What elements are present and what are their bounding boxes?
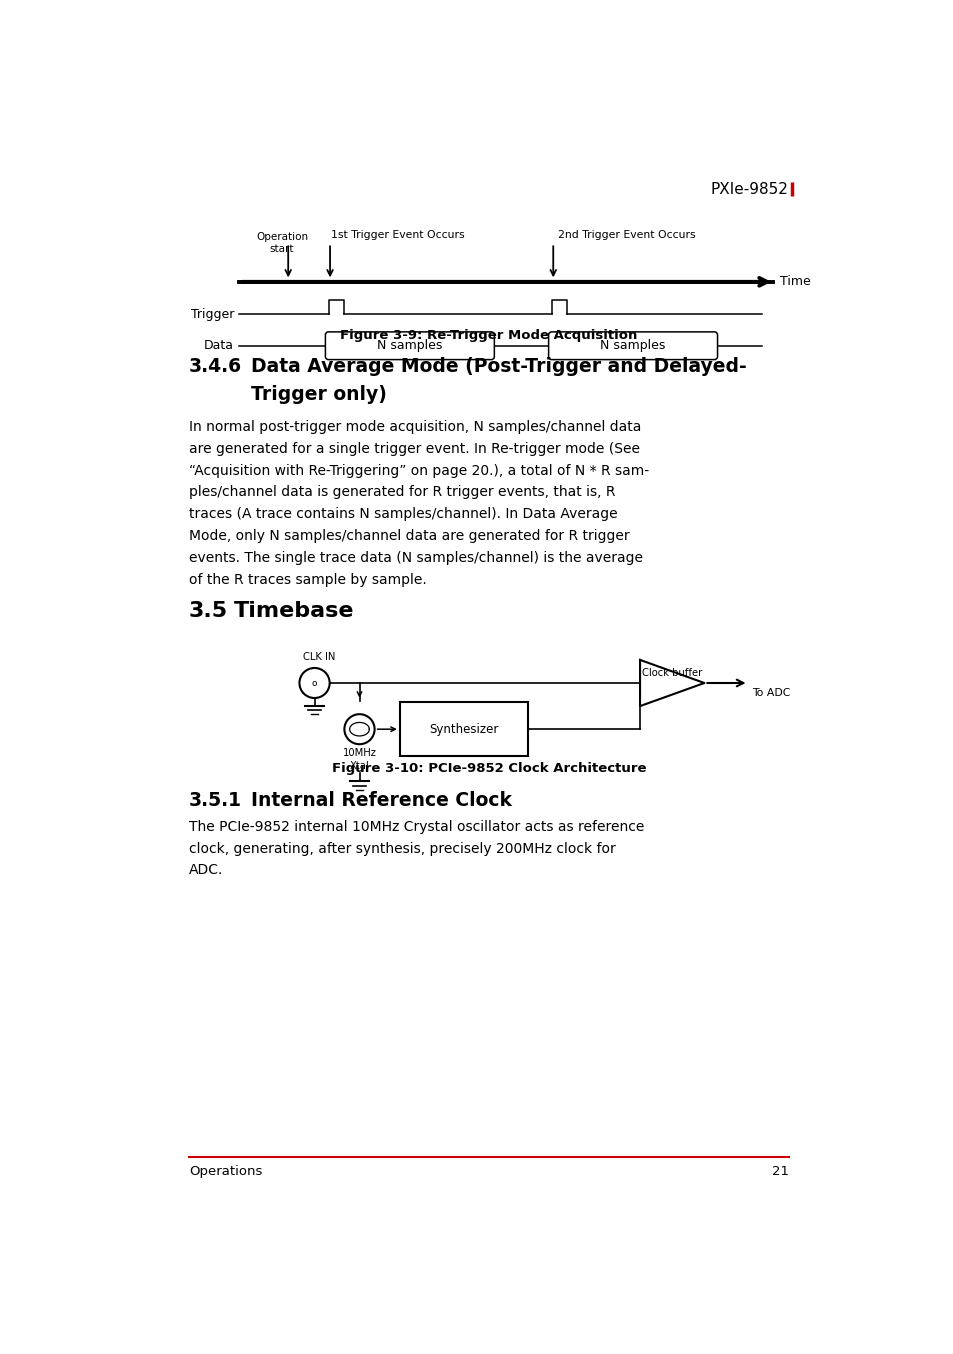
- Text: Figure 3-9: Re-Trigger Mode Acquisition: Figure 3-9: Re-Trigger Mode Acquisition: [340, 329, 637, 341]
- Text: To ADC: To ADC: [752, 688, 790, 697]
- Text: 3.4.6: 3.4.6: [189, 356, 242, 375]
- Text: Time: Time: [780, 275, 810, 288]
- Text: traces (A trace contains N samples/channel). In Data Average: traces (A trace contains N samples/chann…: [189, 508, 617, 521]
- FancyBboxPatch shape: [548, 332, 717, 360]
- Text: PXIe-9852: PXIe-9852: [710, 183, 788, 198]
- Text: Internal Reference Clock: Internal Reference Clock: [251, 791, 512, 810]
- Text: start: start: [270, 244, 294, 255]
- Text: Data Average Mode (Post-Trigger and Delayed-: Data Average Mode (Post-Trigger and Dela…: [251, 356, 746, 375]
- Text: In normal post-trigger mode acquisition, N samples/channel data: In normal post-trigger mode acquisition,…: [189, 420, 640, 433]
- Text: are generated for a single trigger event. In Re-trigger mode (See: are generated for a single trigger event…: [189, 441, 639, 455]
- Text: Mode, only N samples/channel data are generated for R trigger: Mode, only N samples/channel data are ge…: [189, 529, 629, 543]
- Text: Timebase: Timebase: [233, 601, 355, 620]
- Text: Operation: Operation: [255, 232, 308, 242]
- Text: Clock buffer: Clock buffer: [641, 669, 701, 678]
- Bar: [399, 703, 528, 756]
- Text: 3.5.1: 3.5.1: [189, 791, 242, 810]
- Text: of the R traces sample by sample.: of the R traces sample by sample.: [189, 573, 426, 588]
- Text: events. The single trace data (N samples/channel) is the average: events. The single trace data (N samples…: [189, 551, 642, 566]
- Text: Synthesizer: Synthesizer: [429, 723, 498, 735]
- Text: Data: Data: [204, 340, 233, 352]
- Text: ADC.: ADC.: [189, 864, 223, 877]
- Text: Figure 3-10: PCIe-9852 Clock Architecture: Figure 3-10: PCIe-9852 Clock Architectur…: [332, 762, 645, 776]
- Text: N samples: N samples: [599, 340, 665, 352]
- Text: The PCIe-9852 internal 10MHz Crystal oscillator acts as reference: The PCIe-9852 internal 10MHz Crystal osc…: [189, 821, 643, 834]
- Text: 10MHz: 10MHz: [342, 747, 376, 758]
- Text: Xtal: Xtal: [349, 761, 369, 772]
- Text: “Acquisition with Re-Triggering” on page 20.), a total of N * R sam-: “Acquisition with Re-Triggering” on page…: [189, 463, 648, 478]
- Text: 2nd Trigger Event Occurs: 2nd Trigger Event Occurs: [558, 230, 695, 240]
- Text: N samples: N samples: [376, 340, 442, 352]
- Text: 21: 21: [771, 1164, 788, 1178]
- Text: ples/channel data is generated for R trigger events, that is, R: ples/channel data is generated for R tri…: [189, 486, 615, 500]
- Text: clock, generating, after synthesis, precisely 200MHz clock for: clock, generating, after synthesis, prec…: [189, 842, 615, 856]
- Text: 3.5: 3.5: [189, 601, 228, 620]
- Text: o: o: [312, 678, 317, 688]
- Text: CLK IN: CLK IN: [303, 651, 335, 662]
- Text: 1st Trigger Event Occurs: 1st Trigger Event Occurs: [331, 230, 464, 240]
- Text: Trigger only): Trigger only): [251, 385, 387, 403]
- Text: Trigger: Trigger: [191, 307, 233, 321]
- FancyBboxPatch shape: [325, 332, 494, 360]
- Text: Operations: Operations: [189, 1164, 262, 1178]
